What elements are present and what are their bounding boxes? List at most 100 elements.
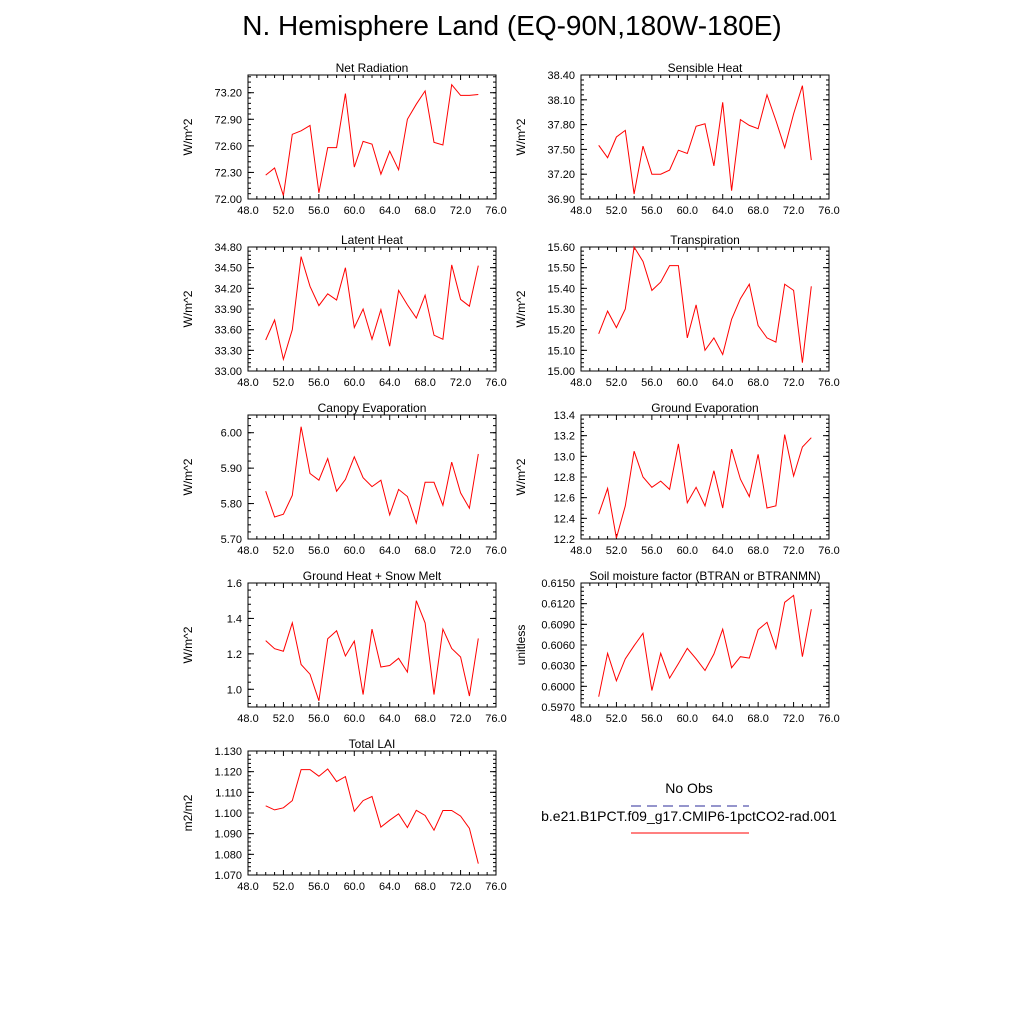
- chart-5-xtick-label: 76.0: [818, 545, 839, 557]
- chart-8-frame: [247, 750, 497, 876]
- chart-7-ytick-label: 0.6120: [541, 599, 575, 611]
- chart-6-xtick-label: 68.0: [414, 713, 435, 725]
- chart-2-title: Latent Heat: [341, 233, 404, 247]
- chart-5-ytick-label: 13.2: [554, 431, 575, 443]
- chart-8-ytick-label: 1.080: [214, 849, 242, 861]
- legend-obs-swatch: [631, 805, 749, 807]
- chart-6-xtick-label: 56.0: [308, 713, 329, 725]
- chart-3-series-line: [598, 245, 812, 363]
- chart-5-title: Ground Evaporation: [651, 401, 758, 415]
- chart-4-ytick-label: 6.00: [221, 428, 242, 440]
- chart-4-ytick-label: 5.70: [221, 534, 242, 546]
- chart-1-xtick-label: 48.0: [570, 205, 591, 217]
- chart-3-ytick-label: 15.60: [547, 242, 575, 254]
- chart-5-ytick-label: 12.2: [554, 534, 575, 546]
- chart-4-title: Canopy Evaporation: [318, 401, 427, 415]
- chart-7: 48.0 52.0 56.0 60.0 64.0 68.0 72.0 76.0 0.5970 0.…: [514, 569, 840, 725]
- chart-2-ytick-label: 34.50: [214, 263, 242, 275]
- chart-7-xtick-label: 52.0: [606, 713, 627, 725]
- chart-1-xtick-label: 60.0: [677, 205, 698, 217]
- chart-8-title: Total LAI: [349, 737, 396, 751]
- chart-8-ytick-label: 1.130: [214, 746, 242, 758]
- chart-6: 48.0 52.0 56.0 60.0 64.0 68.0 72.0 76.0 1.0 1.2 1.…: [181, 569, 507, 725]
- chart-1-xtick-label: 56.0: [641, 205, 662, 217]
- chart-4-ytick-label: 5.80: [221, 499, 242, 511]
- chart-2-xtick-label: 48.0: [237, 377, 258, 389]
- chart-0-series-line: [265, 83, 479, 196]
- chart-7-xtick-label: 76.0: [818, 713, 839, 725]
- chart-7-ylabel: unitless: [514, 625, 528, 666]
- chart-1-ytick-label: 37.80: [547, 120, 575, 132]
- chart-3-ytick-label: 15.50: [547, 263, 575, 275]
- chart-2-ytick-label: 33.00: [214, 366, 242, 378]
- chart-6-ytick-label: 1.4: [227, 613, 242, 625]
- chart-7-series-line: [598, 594, 812, 697]
- chart-0-ytick-label: 72.60: [214, 141, 242, 153]
- chart-7-xtick-label: 60.0: [677, 713, 698, 725]
- chart-5-xtick-label: 56.0: [641, 545, 662, 557]
- chart-4-xtick-label: 52.0: [273, 545, 294, 557]
- chart-3-xtick-label: 76.0: [818, 377, 839, 389]
- chart-8-xtick-label: 68.0: [414, 881, 435, 893]
- chart-3-ytick-label: 15.40: [547, 283, 575, 295]
- chart-2-xtick-label: 72.0: [450, 377, 471, 389]
- chart-1-series-line: [598, 85, 812, 195]
- chart-8-xtick-label: 72.0: [450, 881, 471, 893]
- chart-5-frame: [580, 414, 830, 540]
- chart-0-title: Net Radiation: [336, 61, 409, 75]
- chart-1-ytick-label: 37.50: [547, 144, 575, 156]
- legend-model-swatch: [631, 832, 749, 834]
- legend-model-label: b.e21.B1PCT.f09_g17.CMIP6-1pctCO2-rad.00…: [541, 808, 837, 824]
- chart-5-xtick-label: 72.0: [783, 545, 804, 557]
- chart-8-ylabel: m2/m2: [181, 794, 195, 831]
- chart-0-xtick-label: 48.0: [237, 205, 258, 217]
- chart-8-xtick-label: 48.0: [237, 881, 258, 893]
- chart-6-xtick-label: 48.0: [237, 713, 258, 725]
- chart-5-ytick-label: 12.4: [554, 513, 575, 525]
- chart-0-xtick-label: 68.0: [414, 205, 435, 217]
- chart-8-xtick-label: 60.0: [344, 881, 365, 893]
- chart-7-xtick-label: 64.0: [712, 713, 733, 725]
- chart-6-ytick-label: 1.0: [227, 684, 242, 696]
- chart-5-ytick-label: 13.0: [554, 451, 575, 463]
- chart-2-ytick-label: 33.60: [214, 325, 242, 337]
- chart-2-series-line: [265, 256, 479, 362]
- chart-1-ytick-label: 38.10: [547, 95, 575, 107]
- chart-5-series-line: [598, 434, 812, 539]
- chart-7-xtick-label: 56.0: [641, 713, 662, 725]
- chart-8-ytick-label: 1.070: [214, 870, 242, 882]
- chart-8: 48.0 52.0 56.0 60.0 64.0 68.0 72.0 76.0 1.070 1.0…: [181, 737, 507, 893]
- chart-4-xtick-label: 76.0: [485, 545, 506, 557]
- chart-8-ytick-label: 1.120: [214, 767, 242, 779]
- chart-5-ytick-label: 13.4: [554, 410, 575, 422]
- chart-4-xtick-label: 64.0: [379, 545, 400, 557]
- chart-4-ylabel: W/m^2: [181, 458, 195, 495]
- chart-7-ytick-label: 0.6000: [541, 681, 575, 693]
- chart-1-ytick-label: 36.90: [547, 194, 575, 206]
- chart-8-xtick-label: 76.0: [485, 881, 506, 893]
- chart-1-xtick-label: 68.0: [747, 205, 768, 217]
- main-title: N. Hemisphere Land (EQ-90N,180W-180E): [242, 10, 782, 41]
- chart-7-ytick-label: 0.6030: [541, 661, 575, 673]
- chart-5-xtick-label: 60.0: [677, 545, 698, 557]
- chart-0-xtick-label: 64.0: [379, 205, 400, 217]
- chart-3-ytick-label: 15.20: [547, 325, 575, 337]
- chart-0-ylabel: W/m^2: [181, 118, 195, 155]
- chart-4-xtick-label: 48.0: [237, 545, 258, 557]
- chart-7-ytick-label: 0.6150: [541, 578, 575, 590]
- chart-2-xtick-label: 52.0: [273, 377, 294, 389]
- chart-6-xtick-label: 52.0: [273, 713, 294, 725]
- legend-obs-entry: No Obs: [540, 780, 838, 812]
- chart-2-xtick-label: 76.0: [485, 377, 506, 389]
- chart-1-ytick-label: 37.20: [547, 169, 575, 181]
- chart-3-ytick-label: 15.30: [547, 304, 575, 316]
- chart-2-xtick-label: 56.0: [308, 377, 329, 389]
- chart-5-xtick-label: 64.0: [712, 545, 733, 557]
- chart-3-ylabel: W/m^2: [514, 290, 528, 327]
- chart-5-xtick-label: 68.0: [747, 545, 768, 557]
- chart-6-ylabel: W/m^2: [181, 626, 195, 663]
- chart-4-ytick-label: 5.90: [221, 463, 242, 475]
- chart-3-xtick-label: 52.0: [606, 377, 627, 389]
- chart-4-frame: [247, 414, 497, 540]
- chart-8-ytick-label: 1.090: [214, 829, 242, 841]
